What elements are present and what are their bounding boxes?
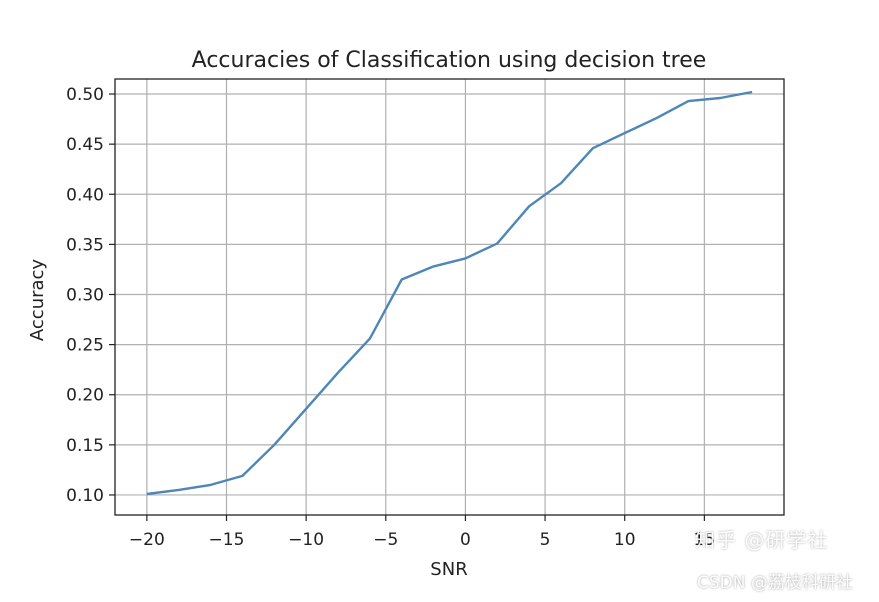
x-tick-label: 15 — [694, 530, 716, 550]
series-layer — [146, 90, 753, 496]
x-tick-label: −15 — [209, 530, 245, 550]
plot-frame — [114, 78, 785, 516]
x-tick-label: −10 — [288, 530, 324, 550]
x-tick-label: −5 — [373, 530, 398, 550]
y-tick-label: 0.20 — [66, 386, 104, 406]
series-line — [146, 90, 753, 496]
watermark-csdn: CSDN @荔枝科研社 — [697, 573, 853, 593]
y-tick-label: 0.45 — [66, 135, 104, 155]
x-axis-label: SNR — [430, 559, 467, 580]
grid — [115, 79, 784, 515]
y-tick-label: 0.40 — [66, 185, 104, 205]
x-axis: −20 −15 −10 −5 0 5 10 15 — [129, 515, 715, 550]
y-tick-label: 0.50 — [66, 85, 104, 105]
y-axis-label: Accuracy — [27, 259, 48, 342]
y-tick-label: 0.35 — [66, 235, 104, 255]
x-tick-label: 10 — [614, 530, 636, 550]
y-tick-label: 0.15 — [66, 436, 104, 456]
x-tick-label: 5 — [540, 530, 551, 550]
y-axis: 0.10 0.15 0.20 0.25 0.30 0.35 0.40 0.45 0.50 — [66, 85, 115, 506]
y-tick-label: 0.30 — [66, 285, 104, 305]
x-tick-label: −20 — [129, 530, 165, 550]
x-tick-label: 0 — [460, 530, 471, 550]
watermark-zhihu: 知乎 @研学社 — [695, 528, 829, 552]
y-tick-label: 0.25 — [66, 336, 104, 356]
y-tick-label: 0.10 — [66, 486, 104, 506]
chart-title: Accuracies of Classification using decis… — [192, 48, 707, 73]
